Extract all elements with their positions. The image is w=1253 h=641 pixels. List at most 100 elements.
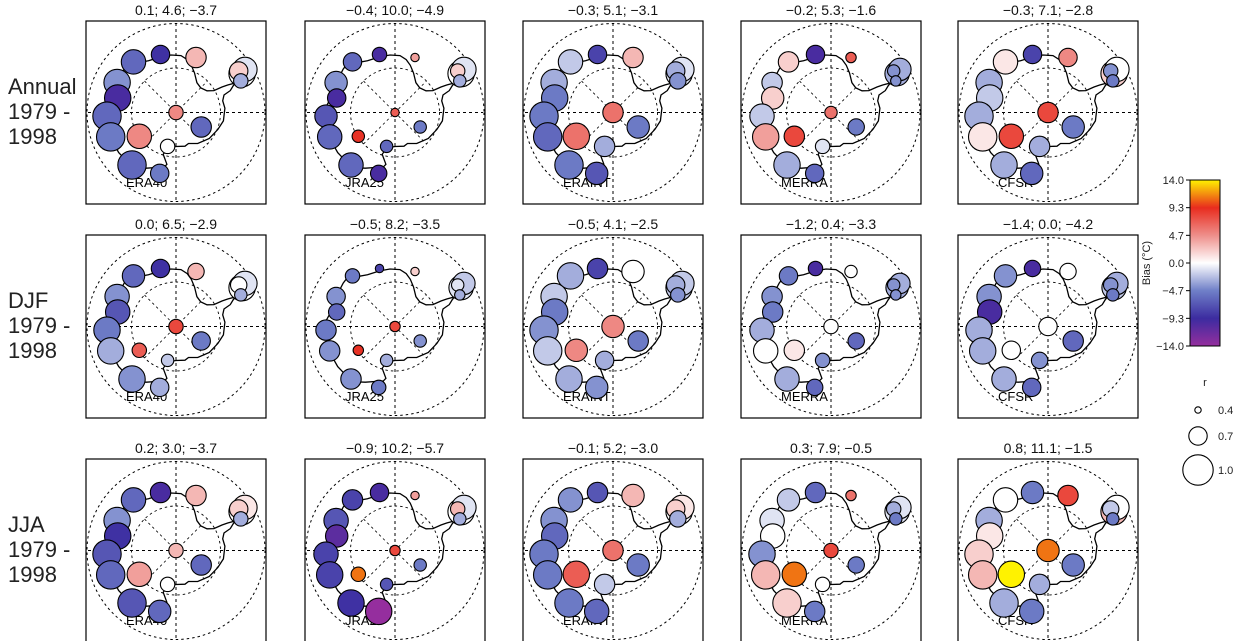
station-marker-15 <box>191 331 211 351</box>
colorbar-tick-label: −9.3 <box>1162 313 1184 325</box>
station-marker-11 <box>773 151 801 179</box>
station-marker-4 <box>410 52 420 63</box>
station-marker-3 <box>233 73 249 89</box>
station-marker-15 <box>413 334 427 348</box>
row-label-1-2: 1998 <box>8 338 57 363</box>
station-marker-15 <box>847 118 865 136</box>
station-marker-10 <box>318 340 341 362</box>
latitude-circle <box>786 505 876 596</box>
station-marker-14 <box>593 573 616 596</box>
station-marker-14 <box>379 139 394 154</box>
station-marker-13 <box>823 542 839 559</box>
station-marker-12 <box>564 338 589 363</box>
panel-title: −0.4; 10.0; −4.9 <box>346 2 444 18</box>
station-marker-14 <box>593 135 616 158</box>
station-marker-4 <box>621 259 645 284</box>
station-marker-12 <box>998 123 1025 150</box>
row-label-2-1: 1979 - <box>8 537 70 562</box>
station-marker-13 <box>168 104 184 121</box>
station-marker-15 <box>626 553 650 577</box>
station-marker-13 <box>168 318 184 335</box>
station-marker-14 <box>1028 573 1051 596</box>
size-legend-marker <box>1182 454 1214 486</box>
station-marker-15 <box>847 332 865 350</box>
latitude-circle <box>350 281 440 372</box>
row-label-0-2: 1998 <box>8 124 57 149</box>
station-marker-4 <box>185 46 207 69</box>
row-label-0-0: Annual <box>8 74 77 99</box>
row-label-2-2: 1998 <box>8 562 57 587</box>
station-marker-5 <box>805 44 826 65</box>
panel-title: −0.1; 5.2; −3.0 <box>568 440 659 456</box>
station-marker-15 <box>626 115 650 139</box>
panel-title: −0.9; 10.2; −5.7 <box>346 440 444 456</box>
panel-title: −1.2; 0.4; −3.3 <box>786 216 877 232</box>
station-marker-5 <box>804 481 827 504</box>
station-marker-6 <box>992 49 1019 75</box>
station-marker-15 <box>1062 330 1084 352</box>
station-marker-10 <box>968 337 997 365</box>
station-marker-3 <box>669 72 687 90</box>
panel-title: 0.1; 4.6; −3.7 <box>135 2 217 18</box>
station-marker-14 <box>814 576 831 593</box>
station-marker-14 <box>814 138 831 155</box>
latitude-circle <box>786 281 876 372</box>
station-marker-3 <box>670 287 686 303</box>
station-marker-12 <box>126 561 153 588</box>
station-marker-11 <box>337 589 365 617</box>
colorbar-tick-label: 4.7 <box>1169 230 1184 242</box>
station-marker-16 <box>584 161 609 186</box>
station-marker-5 <box>807 260 824 277</box>
station-marker-10 <box>750 560 781 590</box>
latitude-circle <box>568 281 658 372</box>
station-marker-15 <box>627 330 649 352</box>
station-marker-10 <box>752 338 779 364</box>
station-marker-12 <box>131 342 148 359</box>
station-marker-16 <box>1018 598 1045 625</box>
panel-title: 0.8; 11.1; −1.5 <box>1004 440 1093 456</box>
station-marker-16 <box>369 164 388 183</box>
station-marker-12 <box>350 566 367 583</box>
station-marker-12 <box>562 560 591 589</box>
station-marker-5 <box>586 481 609 504</box>
station-marker-4 <box>410 490 420 501</box>
station-marker-3 <box>454 289 466 301</box>
row-label-0-1: 1979 - <box>8 99 70 124</box>
station-marker-11 <box>118 365 146 393</box>
station-marker-6 <box>778 266 799 286</box>
station-marker-12 <box>783 125 806 148</box>
station-marker-4 <box>1057 484 1079 507</box>
station-marker-12 <box>562 122 591 151</box>
station-marker-5 <box>1022 44 1043 65</box>
station-marker-13 <box>389 320 401 333</box>
station-marker-11 <box>772 588 802 618</box>
station-marker-4 <box>185 484 207 507</box>
station-marker-14 <box>594 350 615 371</box>
station-marker-16 <box>364 597 393 626</box>
row-label-2-0: JJA <box>8 512 45 537</box>
station-marker-6 <box>120 487 147 513</box>
station-marker-10 <box>95 122 126 152</box>
station-marker-6 <box>344 268 361 284</box>
station-marker-13 <box>824 105 838 120</box>
station-marker-5 <box>374 263 385 274</box>
station-marker-3 <box>1106 288 1120 302</box>
station-marker-11 <box>555 365 583 393</box>
station-marker-8 <box>326 88 347 108</box>
station-marker-10 <box>96 337 125 365</box>
station-marker-6 <box>557 49 584 75</box>
station-marker-15 <box>413 558 427 572</box>
latitude-circle <box>131 505 221 596</box>
station-marker-3 <box>890 75 902 87</box>
station-marker-3 <box>669 510 687 528</box>
